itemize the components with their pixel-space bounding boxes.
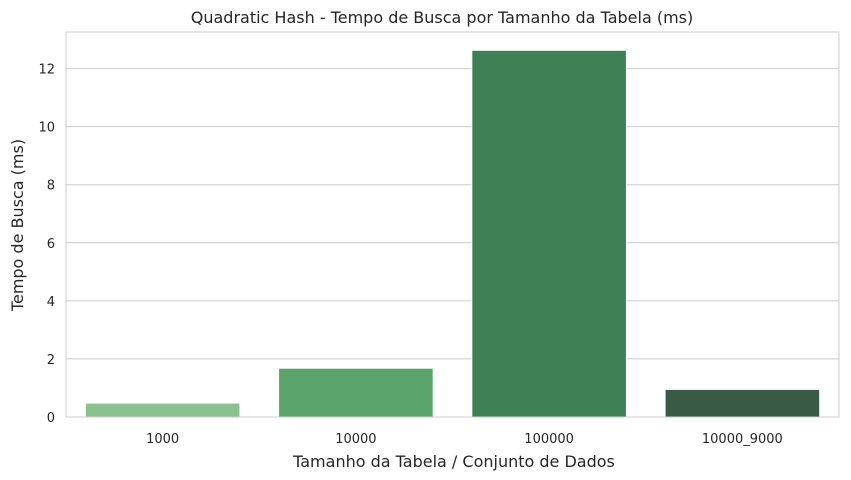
bar-100000 [471,49,627,418]
bars-layer [84,49,821,418]
y-tick-label: 0 [47,411,55,426]
plot-frame [65,31,840,418]
x-tick-label: 10000 [335,432,376,447]
chart-title: Quadratic Hash - Tempo de Busca por Tama… [191,8,693,27]
y-ticks: 0 2 4 6 8 10 12 [38,63,55,426]
x-ticks: 1000 10000 100000 10000_9000 [146,432,783,447]
y-tick-label: 2 [47,353,55,368]
x-axis-label: Tamanho da Tabela / Conjunto de Dados [292,452,615,471]
y-tick-label: 4 [47,295,55,310]
y-tick-label: 8 [47,179,55,194]
bar-1000 [84,402,241,418]
bar-10000_9000 [664,388,821,418]
y-axis-label: Tempo de Busca (ms) [8,139,27,312]
x-tick-label: 10000_9000 [702,432,783,447]
bar-10000 [278,367,434,418]
x-tick-label: 100000 [524,432,574,447]
grid-layer [66,68,839,418]
y-tick-label: 12 [38,63,55,78]
x-tick-label: 1000 [146,432,179,447]
y-tick-label: 6 [47,237,55,252]
y-tick-label: 10 [38,121,55,136]
